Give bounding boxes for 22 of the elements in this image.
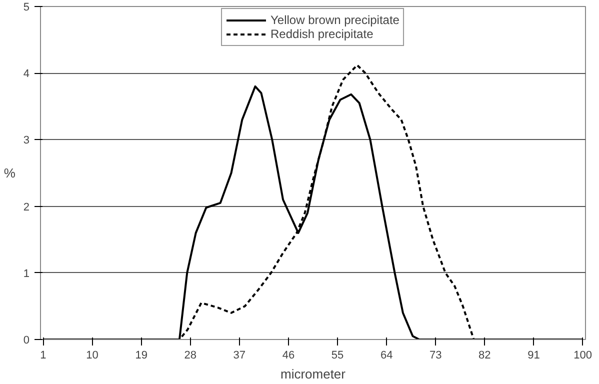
x-tick-label: 46 xyxy=(282,350,295,362)
y-tick-label: 0 xyxy=(23,334,30,346)
x-tick-label: 73 xyxy=(430,350,442,362)
x-tick-label: 64 xyxy=(380,350,393,362)
x-tick-label: 19 xyxy=(135,350,148,362)
y-axis-title: % xyxy=(4,166,16,180)
x-tick-label: 82 xyxy=(478,350,491,362)
y-tick-label: 3 xyxy=(23,134,30,147)
x-tick-label: 55 xyxy=(331,350,344,362)
x-tick-label: 37 xyxy=(233,350,246,362)
y-tick-label: 4 xyxy=(23,68,30,80)
x-tick-label: 28 xyxy=(184,350,197,362)
legend-label: Yellow brown precipitate xyxy=(270,13,400,27)
x-tick-label: 1 xyxy=(40,350,46,362)
legend-label: Reddish precipitate xyxy=(270,27,374,41)
x-axis-title: micrometer xyxy=(280,366,346,382)
y-tick-label: 5 xyxy=(23,2,30,14)
x-tick-label: 91 xyxy=(528,350,540,362)
y-tick-label: 2 xyxy=(23,201,30,214)
x-tick-label: 10 xyxy=(86,350,98,362)
y-tick-label: 1 xyxy=(23,268,30,280)
x-tick-label: 100 xyxy=(574,350,592,362)
